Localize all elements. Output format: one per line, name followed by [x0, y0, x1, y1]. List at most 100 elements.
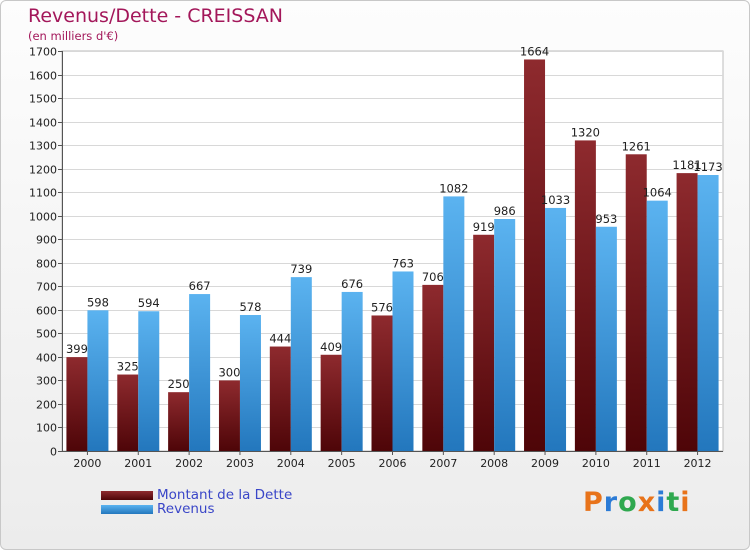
- data-label-debt: 250: [168, 377, 190, 391]
- data-label-revenus: 763: [392, 256, 414, 270]
- bar-revenus: [239, 315, 261, 451]
- data-label-revenus: 676: [341, 277, 363, 291]
- bar-revenus: [341, 291, 363, 451]
- data-label-debt: 706: [422, 270, 444, 284]
- x-tick-label: 2012: [684, 457, 712, 470]
- y-tick-label: 600: [36, 305, 57, 318]
- data-label-debt: 1181: [672, 158, 701, 172]
- data-label-debt: 325: [117, 360, 139, 374]
- data-label-debt: 300: [218, 365, 240, 379]
- y-tick-label: 500: [36, 328, 57, 341]
- y-tick-label: 700: [36, 281, 57, 294]
- logo-letter: r: [603, 487, 619, 518]
- data-label-revenus: 1033: [541, 193, 570, 207]
- data-label-revenus: 578: [239, 300, 261, 314]
- bar-revenus: [646, 200, 668, 451]
- y-tick-label: 1000: [29, 211, 57, 224]
- legend-label-debt: Montant de la Dette: [157, 487, 293, 503]
- y-tick-label: 1700: [29, 46, 57, 59]
- bar-debt: [676, 173, 698, 451]
- data-label-revenus: 1082: [439, 181, 468, 195]
- x-tick-label: 2002: [175, 457, 203, 470]
- logo-letter: o: [618, 487, 638, 518]
- data-label-revenus: 594: [138, 296, 160, 310]
- y-tick-label: 1400: [29, 117, 57, 130]
- legend-item-debt: Montant de la Dette: [101, 487, 293, 503]
- data-label-debt: 399: [66, 342, 88, 356]
- chart-subtitle: (en milliers d'€): [28, 29, 119, 43]
- logo-letter: x: [637, 487, 657, 518]
- bar-debt: [625, 154, 647, 451]
- bar-revenus: [545, 207, 567, 451]
- data-label-debt: 1664: [520, 44, 549, 58]
- bar-debt: [320, 354, 342, 451]
- bar-debt: [524, 59, 546, 452]
- y-tick-label: 1500: [29, 93, 57, 106]
- x-tick-label: 2004: [277, 457, 305, 470]
- bar-debt: [371, 315, 393, 451]
- logo-letter: i: [656, 487, 667, 518]
- bar-debt: [269, 346, 291, 451]
- bar-revenus: [87, 310, 109, 451]
- y-tick-label: 0: [50, 446, 57, 459]
- bar-revenus: [443, 196, 465, 451]
- y-tick-label: 1200: [29, 164, 57, 177]
- y-tick-label: 900: [36, 234, 57, 247]
- data-label-debt: 444: [269, 332, 291, 346]
- bar-revenus: [494, 219, 516, 451]
- bar-revenus: [392, 271, 414, 451]
- data-label-revenus: 1064: [643, 186, 672, 200]
- proxiti-logo: Proxiti: [583, 487, 691, 518]
- bar-revenus: [290, 277, 312, 451]
- y-tick-label: 400: [36, 352, 57, 365]
- y-tick-label: 1100: [29, 187, 57, 200]
- y-tick-label: 200: [36, 399, 57, 412]
- x-tick-label: 2011: [633, 457, 661, 470]
- data-label-revenus: 1173: [693, 160, 722, 174]
- bar-revenus: [595, 226, 617, 451]
- data-label-debt: 576: [371, 300, 393, 314]
- x-tick-label: 2006: [379, 457, 407, 470]
- bar-debt: [117, 374, 139, 451]
- data-label-debt: 409: [320, 340, 342, 354]
- x-tick-label: 2008: [480, 457, 508, 470]
- data-label-debt: 1261: [622, 139, 651, 153]
- data-label-revenus: 739: [290, 262, 312, 276]
- x-tick-label: 2010: [582, 457, 610, 470]
- y-tick-label: 800: [36, 258, 57, 271]
- data-label-revenus: 986: [494, 204, 516, 218]
- logo-letter: P: [583, 487, 604, 518]
- logo-letter: i: [680, 487, 691, 518]
- legend-label-revenus: Revenus: [157, 501, 215, 517]
- x-tick-label: 2003: [226, 457, 254, 470]
- x-tick-label: 2005: [328, 457, 356, 470]
- data-label-revenus: 598: [87, 295, 109, 309]
- data-label-debt: 919: [473, 220, 495, 234]
- legend-swatch-revenus: [101, 504, 153, 514]
- x-tick-label: 2009: [531, 457, 559, 470]
- data-label-revenus: 667: [189, 279, 211, 293]
- chart-title: Revenus/Dette - CREISSAN: [28, 5, 283, 27]
- legend-item-revenus: Revenus: [101, 501, 215, 517]
- x-tick-label: 2001: [124, 457, 152, 470]
- data-label-revenus: 953: [595, 212, 617, 226]
- y-tick-label: 300: [36, 375, 57, 388]
- bar-revenus: [697, 175, 719, 451]
- bar-debt: [473, 234, 495, 451]
- y-tick-label: 100: [36, 422, 57, 435]
- data-label-debt: 1320: [571, 125, 600, 139]
- bar-debt: [66, 357, 88, 451]
- bar-debt: [218, 380, 240, 451]
- bar-debt: [422, 284, 444, 451]
- bar-revenus: [189, 294, 211, 451]
- bar-debt: [574, 140, 596, 452]
- x-tick-label: 2000: [73, 457, 101, 470]
- x-tick-label: 2007: [429, 457, 457, 470]
- bar-revenus: [138, 311, 160, 451]
- logo-letter: t: [666, 487, 681, 518]
- legend-swatch-debt: [101, 490, 153, 500]
- bar-debt: [168, 392, 190, 451]
- y-tick-label: 1600: [29, 70, 57, 83]
